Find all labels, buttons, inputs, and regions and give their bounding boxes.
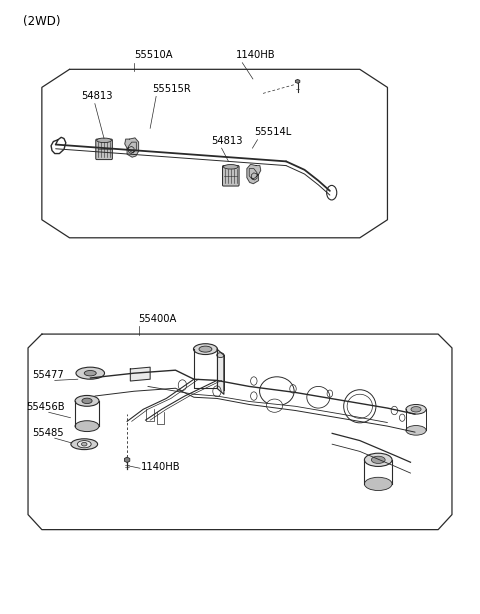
- Ellipse shape: [84, 370, 96, 376]
- Text: 1140HB: 1140HB: [141, 462, 180, 473]
- Text: 55485: 55485: [33, 428, 64, 438]
- Ellipse shape: [260, 377, 294, 406]
- Text: 1140HB: 1140HB: [235, 50, 275, 60]
- Ellipse shape: [75, 395, 99, 406]
- Ellipse shape: [406, 426, 426, 435]
- Ellipse shape: [223, 165, 238, 169]
- Text: 55456B: 55456B: [26, 402, 64, 413]
- Text: 54813: 54813: [211, 136, 243, 146]
- Ellipse shape: [193, 344, 217, 354]
- Polygon shape: [124, 457, 130, 462]
- Polygon shape: [125, 138, 139, 157]
- Ellipse shape: [96, 138, 111, 142]
- Text: 55510A: 55510A: [134, 50, 173, 60]
- Polygon shape: [217, 349, 224, 394]
- Ellipse shape: [266, 399, 283, 413]
- Ellipse shape: [82, 398, 92, 403]
- Ellipse shape: [364, 477, 392, 491]
- Text: 55515R: 55515R: [153, 84, 191, 94]
- Ellipse shape: [347, 394, 372, 418]
- Ellipse shape: [411, 406, 421, 412]
- Ellipse shape: [75, 421, 99, 432]
- Text: 55400A: 55400A: [139, 314, 177, 324]
- Text: 55477: 55477: [33, 370, 64, 381]
- Ellipse shape: [217, 352, 224, 357]
- Ellipse shape: [307, 386, 330, 408]
- Ellipse shape: [199, 346, 212, 352]
- Text: (2WD): (2WD): [24, 15, 61, 28]
- Polygon shape: [131, 367, 150, 381]
- FancyBboxPatch shape: [223, 166, 239, 186]
- Ellipse shape: [344, 390, 376, 423]
- Ellipse shape: [326, 185, 337, 200]
- Ellipse shape: [406, 405, 426, 414]
- Text: 55514L: 55514L: [254, 127, 291, 138]
- Ellipse shape: [76, 367, 105, 379]
- Text: 54813: 54813: [81, 91, 112, 101]
- Ellipse shape: [77, 441, 91, 448]
- Ellipse shape: [372, 456, 385, 464]
- Ellipse shape: [82, 442, 87, 446]
- Ellipse shape: [364, 453, 392, 467]
- Polygon shape: [247, 165, 261, 184]
- Ellipse shape: [71, 439, 97, 449]
- Polygon shape: [295, 79, 300, 84]
- FancyBboxPatch shape: [96, 139, 112, 160]
